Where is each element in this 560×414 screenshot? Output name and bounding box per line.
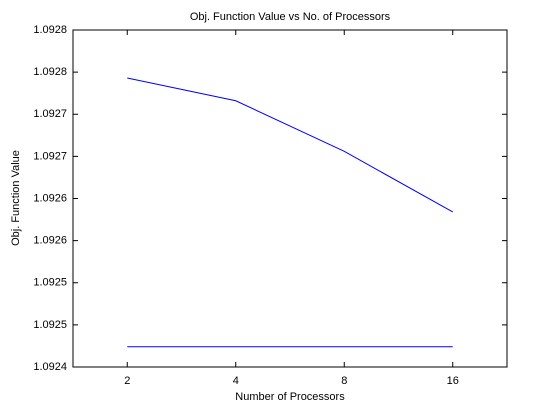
chart-title: Obj. Function Value vs No. of Processors <box>190 11 391 23</box>
y-tick-label: 1.0925 <box>33 277 67 289</box>
y-tick-label: 1.0928 <box>33 24 67 36</box>
x-tick-label: 8 <box>341 375 347 387</box>
x-tick-label: 4 <box>233 375 239 387</box>
y-tick-label: 1.0927 <box>33 108 67 120</box>
y-tick-label: 1.0928 <box>33 66 67 78</box>
series-line <box>127 77 453 213</box>
y-tick-label: 1.0927 <box>33 150 67 162</box>
y-tick-label: 1.0925 <box>33 319 67 331</box>
y-tick-label: 1.0926 <box>33 235 67 247</box>
x-axis-label: Number of Processors <box>235 391 345 403</box>
x-tick-label: 2 <box>124 375 130 387</box>
y-tick-label: 1.0926 <box>33 192 67 204</box>
plot-area <box>72 29 508 368</box>
y-tick-label: 1.0924 <box>33 361 67 373</box>
x-tick-label: 16 <box>447 375 459 387</box>
y-axis-label: Obj. Function Value <box>10 150 22 246</box>
